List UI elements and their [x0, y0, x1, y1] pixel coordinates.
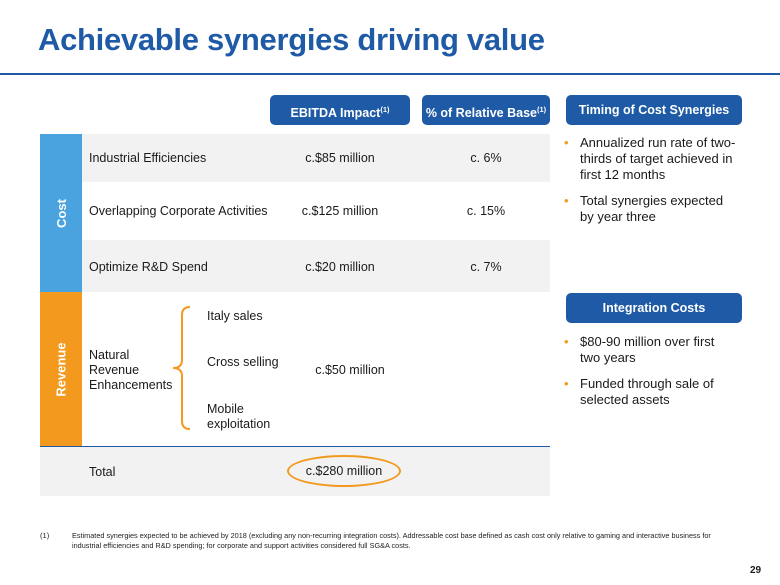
cost-row-corporate-relative: c. 15%	[466, 204, 506, 218]
cost-row-industrial-ebitda: c.$85 million	[305, 151, 375, 165]
revenue-brace	[172, 306, 191, 430]
title-rule	[0, 73, 780, 75]
row-band-industrial	[82, 134, 550, 182]
integration-bullet-2-line1: Funded through sale of	[580, 376, 714, 391]
cost-row-industrial-relative: c. 6%	[470, 151, 502, 165]
revenue-item-mobile-line1: Mobile	[207, 402, 244, 416]
revenue-label-line1: Natural	[89, 348, 130, 362]
cost-row-corporate-label: Overlapping Corporate Activities	[89, 204, 268, 218]
timing-bullet-2-line2: by year three	[580, 209, 656, 224]
row-band-rnd	[82, 240, 550, 292]
header-ebitda-footnote: (1)	[380, 105, 390, 114]
section-cost-label: Cost	[53, 198, 69, 228]
header-integration: Integration Costs	[566, 293, 742, 323]
timing-bullet-1-line2: thirds of target achieved in	[580, 151, 733, 166]
revenue-label-line2: Revenue	[89, 363, 140, 377]
header-relative-base: % of Relative Base(1)	[422, 95, 550, 125]
page-number: 29	[750, 565, 762, 576]
revenue-ebitda: c.$50 million	[315, 363, 385, 377]
timing-bullet-1: Annualized run rate of two- thirds of ta…	[562, 135, 758, 183]
timing-bullet-1-line1: Annualized run rate of two-	[580, 135, 736, 150]
header-relative-footnote: (1)	[537, 105, 547, 114]
integration-bullet-2-line2: selected assets	[580, 392, 670, 407]
integration-bullet-2: Funded through sale of selected assets	[562, 376, 758, 408]
cost-row-rnd-label: Optimize R&D Spend	[89, 260, 208, 274]
footnote-line2: industrial efficiencies and R&D spending…	[72, 541, 411, 550]
header-relative-label: % of Relative Base	[425, 106, 537, 120]
section-revenue-label: Revenue	[53, 341, 69, 397]
header-timing: Timing of Cost Synergies	[566, 95, 742, 125]
revenue-item-cross-selling: Cross selling	[207, 355, 279, 369]
revenue-label: Natural Revenue Enhancements	[89, 348, 172, 393]
timing-bullet-1-line3: first 12 months	[580, 167, 666, 182]
section-revenue: Revenue	[40, 292, 82, 446]
total-divider	[40, 446, 550, 447]
footnote-line1: Estimated synergies expected to be achie…	[72, 531, 711, 540]
revenue-item-italy: Italy sales	[207, 309, 263, 323]
section-cost: Cost	[40, 134, 82, 292]
integration-bullet-1-line1: $80-90 million over first	[580, 334, 715, 349]
timing-bullets: Annualized run rate of two- thirds of ta…	[562, 135, 758, 235]
header-ebitda-label: EBITDA Impact	[290, 106, 381, 120]
page-title: Achievable synergies driving value	[38, 22, 545, 57]
cost-row-rnd-ebitda: c.$20 million	[305, 260, 375, 274]
revenue-item-mobile: Mobile exploitation	[207, 402, 270, 432]
header-ebitda-impact: EBITDA Impact(1)	[270, 95, 410, 125]
total-highlight-ellipse	[287, 455, 401, 487]
timing-bullet-2: Total synergies expected by year three	[562, 193, 758, 225]
cost-row-industrial-label: Industrial Efficiencies	[89, 151, 207, 165]
integration-bullet-1-line2: two years	[580, 350, 636, 365]
revenue-label-line3: Enhancements	[89, 378, 173, 392]
integration-bullets: $80-90 million over first two years Fund…	[562, 334, 758, 418]
total-ebitda: c.$280 million	[305, 464, 383, 478]
integration-bullet-1: $80-90 million over first two years	[562, 334, 758, 366]
cost-row-rnd-relative: c. 7%	[470, 260, 502, 274]
footnote-text: Estimated synergies expected to be achie…	[72, 531, 752, 551]
cost-row-corporate-ebitda: c.$125 million	[301, 204, 379, 218]
footnote-marker: (1)	[40, 531, 50, 540]
total-label: Total	[89, 465, 116, 479]
revenue-item-mobile-line2: exploitation	[207, 417, 271, 431]
timing-bullet-2-line1: Total synergies expected	[580, 193, 724, 208]
